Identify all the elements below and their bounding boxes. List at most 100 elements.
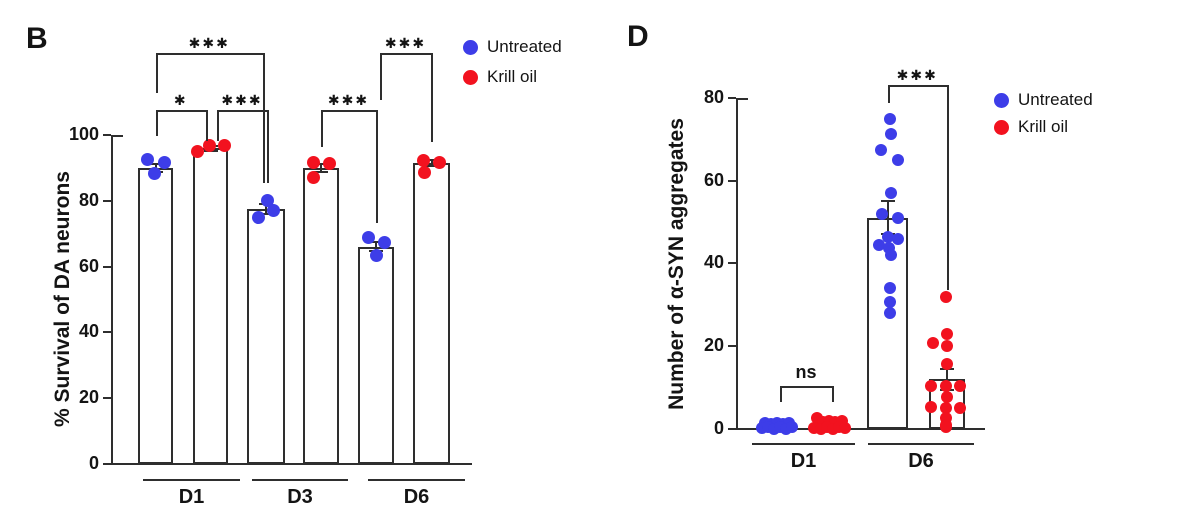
legend-label: Krill oil	[1018, 117, 1069, 136]
group-line	[868, 443, 974, 445]
bar-d6-untreated	[358, 246, 394, 464]
group-line	[252, 479, 348, 481]
data-point	[884, 187, 897, 200]
error-bar	[320, 163, 322, 172]
panel-letter-d: D	[627, 20, 649, 53]
significance-label: ✱	[173, 93, 188, 109]
bracket-leg	[380, 53, 382, 100]
data-point	[218, 138, 231, 152]
bracket-leg	[263, 53, 265, 183]
y-tick	[103, 134, 111, 136]
bracket-leg	[321, 110, 323, 147]
y-tick-label: 80	[703, 86, 724, 107]
data-point	[891, 211, 904, 224]
error-bar	[946, 368, 948, 390]
group-label-d3: D3	[287, 486, 313, 508]
significance-bracket	[155, 110, 208, 112]
y-axis-title: % Survival of DA neurons	[51, 171, 74, 427]
data-point	[925, 379, 937, 392]
data-point	[251, 211, 265, 225]
error-cap	[880, 200, 895, 203]
circle-icon	[463, 39, 478, 55]
y-tick-label: 20	[703, 335, 724, 356]
y-tick	[103, 199, 111, 202]
data-point	[417, 153, 430, 167]
y-axis-line	[111, 135, 113, 465]
circle-icon	[994, 92, 1009, 108]
data-point	[891, 153, 904, 166]
y-tick	[728, 96, 736, 99]
data-point	[872, 239, 885, 252]
y-axis-cap	[736, 98, 748, 100]
data-point	[306, 156, 320, 170]
bracket-leg	[887, 85, 890, 103]
data-point	[369, 248, 383, 262]
data-point	[361, 231, 375, 245]
legend-label: Krill oil	[487, 67, 538, 86]
data-point	[875, 207, 888, 220]
legend-item-untreated: Untreated	[463, 36, 562, 58]
group-line	[752, 443, 855, 445]
x-axis-line	[106, 463, 472, 465]
error-bar	[886, 201, 889, 235]
y-tick-label: 100	[68, 124, 99, 144]
y-tick-label: 40	[78, 321, 99, 342]
data-point	[881, 230, 894, 243]
error-cap	[314, 162, 328, 165]
data-point	[141, 152, 154, 166]
data-point	[941, 340, 953, 353]
data-point	[418, 165, 431, 179]
group-label-d1: D1	[178, 486, 205, 508]
data-point	[377, 236, 391, 250]
bracket-leg	[431, 53, 433, 142]
bar-d3-untreated	[247, 209, 285, 464]
circle-icon	[994, 119, 1009, 135]
y-axis-cap	[111, 135, 123, 137]
data-point	[941, 391, 953, 404]
data-point	[940, 379, 952, 392]
x-axis-line	[733, 428, 985, 430]
significance-label: ✱✱✱	[896, 68, 938, 84]
y-tick-label: 0	[713, 418, 724, 438]
data-point	[891, 232, 904, 245]
bar-d1-krill-oil	[193, 148, 228, 464]
group-line	[143, 479, 240, 481]
data-point	[203, 138, 216, 152]
data-point	[874, 143, 887, 156]
data-point	[940, 401, 952, 414]
error-bar	[430, 159, 433, 167]
data-point	[954, 401, 966, 414]
data-point	[322, 157, 336, 171]
y-tick	[103, 265, 111, 268]
significance-bracket	[380, 53, 433, 55]
y-axis-line	[736, 98, 738, 430]
data-point	[306, 170, 320, 184]
error-cap	[259, 213, 273, 216]
bracket-leg	[832, 386, 834, 402]
bar-d6-krill-oil	[413, 162, 450, 464]
bar-d1-untreated	[138, 167, 173, 464]
bracket-leg	[206, 110, 208, 141]
y-tick-label: 0	[88, 453, 99, 473]
significance-bracket	[780, 386, 834, 388]
y-tick	[728, 345, 736, 348]
data-point	[433, 156, 446, 170]
data-point	[940, 421, 952, 434]
data-point	[148, 166, 161, 180]
significance-bracket	[155, 53, 265, 55]
y-tick	[728, 262, 736, 265]
data-point	[940, 290, 952, 303]
group-label-d1: D1	[790, 450, 817, 472]
y-tick-label: 80	[78, 189, 99, 210]
panel-letter-b: B	[26, 22, 48, 55]
y-tick-label: 40	[703, 252, 724, 273]
legend: Untreated Krill oil	[994, 89, 1093, 143]
data-point	[925, 401, 937, 414]
data-point	[883, 112, 896, 125]
data-point	[266, 203, 280, 217]
y-tick	[103, 331, 111, 334]
data-point	[839, 422, 851, 435]
significance-label: ns	[795, 362, 817, 382]
error-cap	[369, 241, 383, 244]
data-point	[954, 379, 966, 392]
